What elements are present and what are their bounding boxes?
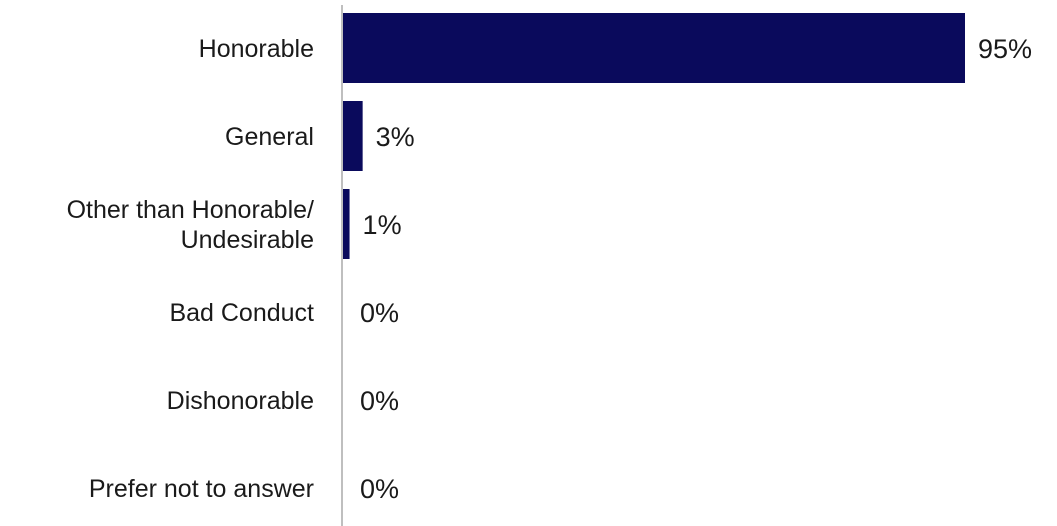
category-label: Other than Honorable/Undesirable (67, 196, 314, 254)
bar-value-label: 0% (360, 298, 399, 328)
bar-value-label: 0% (360, 474, 399, 504)
category-label-line: Dishonorable (167, 387, 314, 415)
bar-value-label: 1% (363, 210, 402, 240)
category-label-line: General (225, 123, 314, 151)
bar-value-label: 95% (978, 34, 1032, 64)
category-label-line: Undesirable (181, 226, 314, 254)
bar (343, 189, 350, 259)
bar (343, 101, 363, 171)
category-label: Dishonorable (167, 387, 314, 415)
category-label-line: Prefer not to answer (89, 475, 314, 503)
category-label-line: Other than Honorable/ (67, 196, 314, 224)
category-label: Prefer not to answer (89, 475, 314, 503)
category-label: General (225, 123, 314, 151)
bars-group (343, 13, 965, 259)
category-label: Bad Conduct (169, 299, 314, 327)
category-label-line: Bad Conduct (169, 299, 314, 327)
category-label: Honorable (199, 35, 314, 63)
bar-value-label: 3% (376, 122, 415, 152)
bar (343, 13, 965, 83)
value-labels-group: 95% 3% 1% 0% 0% 0% (360, 34, 1032, 504)
category-labels-group: Honorable General Other than Honorable/Und… (67, 35, 314, 503)
category-label-line: Honorable (199, 35, 314, 63)
bar-value-label: 0% (360, 386, 399, 416)
